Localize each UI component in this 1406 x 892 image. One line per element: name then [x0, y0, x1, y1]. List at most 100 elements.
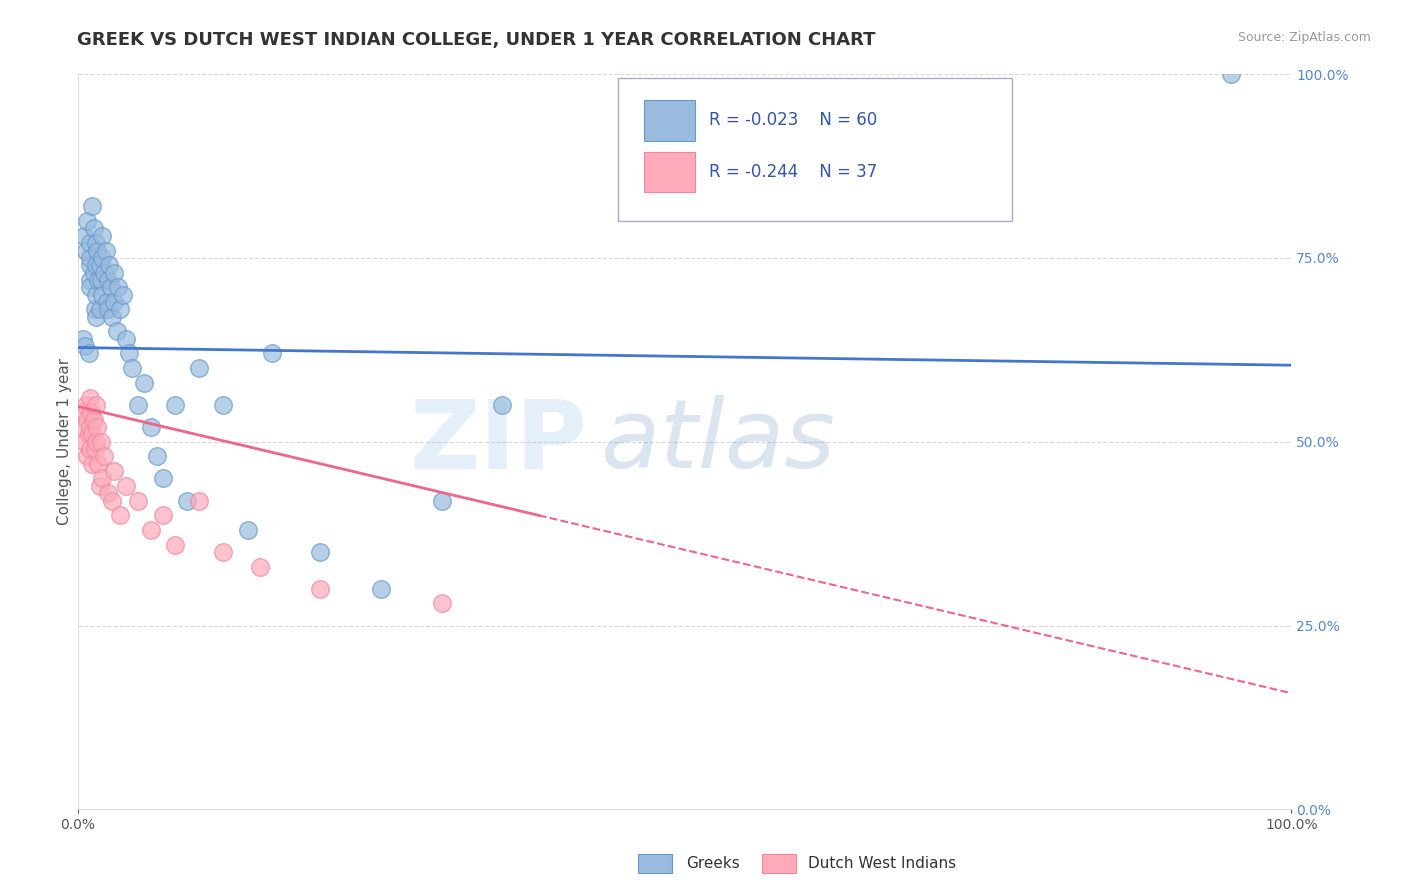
Point: [72, 332, 94, 346]
Point: [121, 361, 143, 376]
Point: [98, 258, 121, 272]
Point: [430, 597, 453, 611]
Point: [108, 302, 131, 317]
Point: [79, 391, 101, 405]
Point: [76, 412, 98, 426]
Point: [79, 442, 101, 456]
Point: [93, 266, 115, 280]
Point: [79, 273, 101, 287]
Point: [79, 280, 101, 294]
Point: [100, 310, 122, 324]
Point: [89, 258, 111, 272]
Point: [82, 457, 104, 471]
Point: [82, 199, 104, 213]
Point: [89, 479, 111, 493]
Point: [73, 405, 96, 419]
Point: [86, 420, 108, 434]
Point: [84, 236, 107, 251]
Point: [163, 398, 186, 412]
Point: [87, 457, 110, 471]
Point: [86, 244, 108, 258]
Point: [77, 346, 100, 360]
Point: [87, 273, 110, 287]
Text: R = -0.244    N = 37: R = -0.244 N = 37: [709, 163, 877, 181]
Point: [111, 287, 134, 301]
Point: [176, 493, 198, 508]
Point: [430, 493, 453, 508]
Point: [97, 302, 120, 317]
Point: [309, 545, 332, 559]
Point: [79, 236, 101, 251]
Point: [212, 398, 235, 412]
Text: ZIP: ZIP: [409, 395, 588, 488]
Point: [236, 523, 259, 537]
Point: [77, 427, 100, 442]
Point: [127, 493, 149, 508]
Bar: [644, 152, 696, 192]
Point: [89, 302, 111, 317]
Point: [100, 493, 122, 508]
Point: [107, 280, 129, 294]
Point: [152, 471, 174, 485]
Point: [73, 228, 96, 243]
Point: [309, 582, 332, 596]
Point: [96, 295, 118, 310]
Point: [83, 412, 105, 426]
Point: [145, 450, 167, 464]
Point: [249, 559, 271, 574]
Point: [76, 450, 98, 464]
Point: [82, 427, 104, 442]
Point: [139, 420, 162, 434]
Point: [97, 273, 120, 287]
Point: [83, 442, 105, 456]
Point: [79, 420, 101, 434]
FancyBboxPatch shape: [617, 78, 1012, 221]
Point: [115, 332, 138, 346]
Point: [127, 398, 149, 412]
Point: [105, 325, 128, 339]
Point: [134, 376, 156, 390]
Point: [72, 420, 94, 434]
Text: Source: ZipAtlas.com: Source: ZipAtlas.com: [1237, 31, 1371, 45]
Point: [91, 251, 114, 265]
Point: [491, 398, 513, 412]
Point: [91, 287, 114, 301]
Point: [83, 266, 105, 280]
Text: R = -0.023    N = 60: R = -0.023 N = 60: [709, 112, 877, 129]
Point: [73, 434, 96, 449]
Point: [103, 464, 125, 478]
Point: [212, 545, 235, 559]
Point: [84, 258, 107, 272]
Point: [152, 508, 174, 523]
Point: [90, 434, 112, 449]
Point: [1219, 67, 1241, 81]
Point: [79, 258, 101, 272]
Bar: [644, 100, 696, 141]
Point: [94, 244, 117, 258]
Point: [84, 287, 107, 301]
Text: Dutch West Indians: Dutch West Indians: [808, 856, 956, 871]
Point: [80, 405, 103, 419]
Point: [75, 398, 97, 412]
Point: [83, 302, 105, 317]
Point: [84, 434, 107, 449]
Point: [118, 346, 141, 360]
Point: [103, 295, 125, 310]
Point: [370, 582, 392, 596]
Point: [100, 280, 122, 294]
Point: [93, 450, 115, 464]
Point: [91, 471, 114, 485]
Point: [139, 523, 162, 537]
Point: [103, 266, 125, 280]
Point: [84, 398, 107, 412]
Point: [75, 244, 97, 258]
Text: atlas: atlas: [599, 395, 835, 488]
Point: [76, 214, 98, 228]
Point: [84, 310, 107, 324]
Point: [188, 493, 211, 508]
Text: GREEK VS DUTCH WEST INDIAN COLLEGE, UNDER 1 YEAR CORRELATION CHART: GREEK VS DUTCH WEST INDIAN COLLEGE, UNDE…: [77, 31, 876, 49]
Text: Greeks: Greeks: [686, 856, 740, 871]
Point: [90, 273, 112, 287]
Point: [188, 361, 211, 376]
Point: [73, 339, 96, 353]
